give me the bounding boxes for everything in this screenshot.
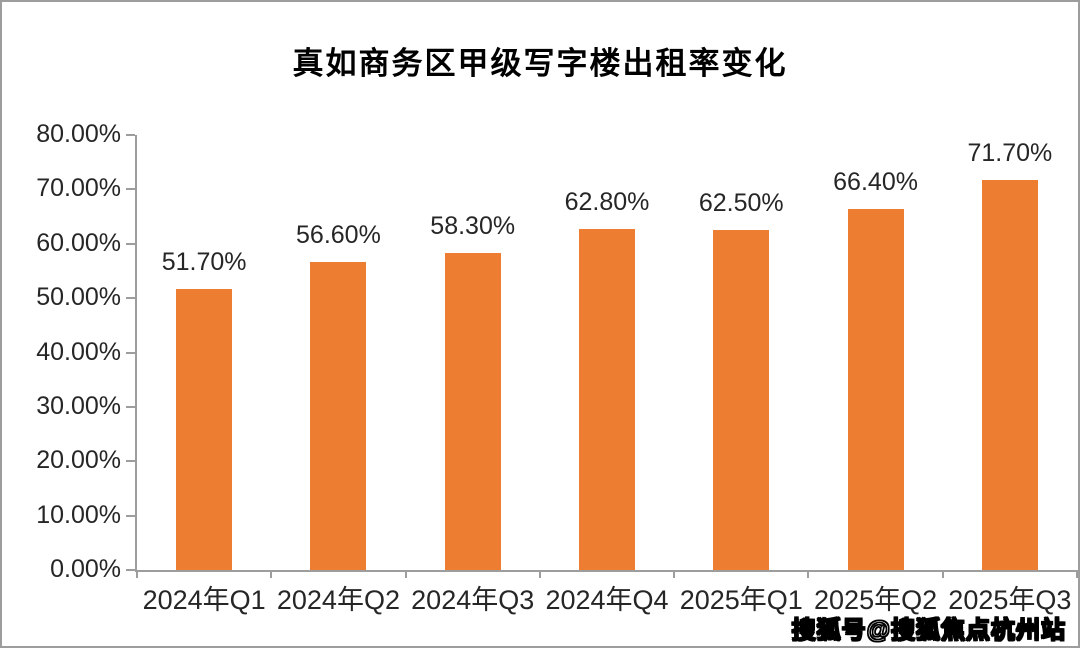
x-axis-label: 2025年Q3 <box>948 585 1072 615</box>
y-axis-tick <box>126 405 135 408</box>
bar-value-label: 71.70% <box>967 139 1053 168</box>
bar-value-label: 58.30% <box>430 212 516 240</box>
x-axis-label: 2025年Q1 <box>679 585 803 615</box>
y-axis-label: 10.00% <box>36 500 121 529</box>
y-axis-label: 70.00% <box>36 174 121 203</box>
y-axis-label: 40.00% <box>36 337 121 366</box>
y-axis-tick <box>126 134 135 136</box>
bar-value-label: 62.50% <box>698 189 784 218</box>
y-axis-tick <box>126 188 135 191</box>
x-axis-tick <box>1076 570 1078 578</box>
y-axis-tick <box>126 297 135 300</box>
bar-value-label: 56.60% <box>296 221 381 250</box>
y-axis-label: 0.00% <box>50 555 121 583</box>
x-axis-tick <box>538 570 541 578</box>
x-axis-tick <box>673 570 676 578</box>
bar-2025年Q3 <box>981 180 1038 570</box>
x-axis-tick <box>807 570 810 578</box>
x-axis-label: 2024年Q3 <box>411 585 535 615</box>
x-axis-label: 2025年Q2 <box>814 585 938 615</box>
y-axis-label: 20.00% <box>36 446 121 475</box>
x-axis-tick <box>404 570 407 578</box>
y-axis-tick <box>126 569 135 571</box>
y-axis-label: 80.00% <box>36 120 121 148</box>
y-axis-label: 50.00% <box>36 283 121 312</box>
bar-2024年Q1 <box>176 288 233 570</box>
plot-area: 51.70% 2024年Q1 56.60% 2024年Q2 58.30% 2024年Q3 6… <box>36 120 1078 615</box>
y-axis-tick <box>126 460 135 463</box>
x-axis-tick <box>270 570 273 578</box>
bar-2025年Q1 <box>713 230 770 570</box>
y-axis-tick <box>126 351 135 354</box>
bar-value-label: 62.80% <box>564 187 650 216</box>
bar-2024年Q2 <box>310 262 367 570</box>
y-axis-tick <box>126 242 135 245</box>
bar-2025年Q2 <box>847 208 904 570</box>
bar-2024年Q4 <box>579 228 635 570</box>
x-axis-label: 2024年Q1 <box>142 585 266 615</box>
bar-value-label: 66.40% <box>833 167 918 196</box>
bar-2024年Q3 <box>444 253 501 570</box>
watermark-text: 搜狐号@搜狐焦点杭州站 <box>791 616 1066 644</box>
x-axis-label: 2024年Q4 <box>545 585 669 615</box>
chart-title: 真如商务区甲级写字楼出租率变化 <box>292 46 788 82</box>
x-axis-label: 2024年Q2 <box>276 585 400 615</box>
y-axis-tick <box>126 514 135 517</box>
y-axis-label: 60.00% <box>36 228 121 257</box>
y-axis-label: 30.00% <box>36 391 121 420</box>
bar-value-label: 51.70% <box>161 247 247 276</box>
x-axis-tick <box>941 570 944 578</box>
x-axis-tick <box>136 570 138 578</box>
